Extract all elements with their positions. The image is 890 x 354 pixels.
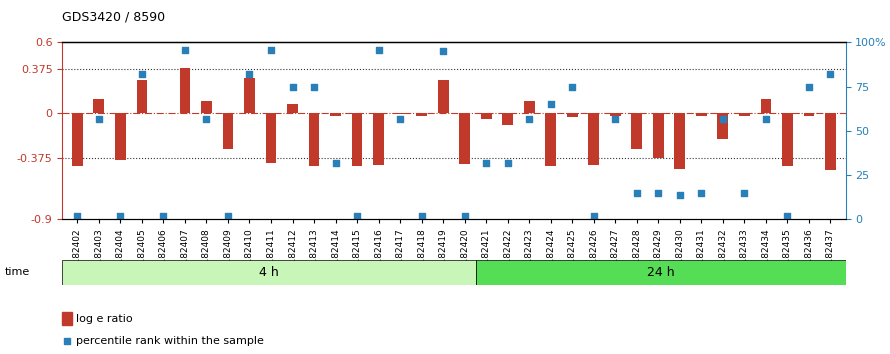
Point bbox=[242, 72, 256, 77]
Bar bbox=[72, 113, 83, 166]
Point bbox=[759, 116, 773, 121]
Bar bbox=[62, 260, 475, 285]
Text: log e ratio: log e ratio bbox=[77, 314, 133, 324]
Text: percentile rank within the sample: percentile rank within the sample bbox=[77, 336, 264, 346]
Point bbox=[651, 190, 666, 196]
Point bbox=[70, 213, 85, 219]
Point bbox=[221, 213, 235, 219]
Bar bbox=[546, 113, 556, 166]
Bar bbox=[739, 113, 749, 116]
Point bbox=[737, 190, 751, 196]
Point bbox=[134, 72, 149, 77]
Point bbox=[587, 213, 601, 219]
Bar bbox=[631, 113, 643, 149]
Bar bbox=[201, 102, 212, 113]
Text: time: time bbox=[4, 267, 29, 277]
Bar bbox=[459, 113, 470, 164]
Bar bbox=[804, 113, 814, 116]
Point bbox=[716, 116, 730, 121]
Point bbox=[544, 102, 558, 107]
Point bbox=[457, 213, 472, 219]
Bar bbox=[265, 113, 277, 163]
Bar bbox=[782, 113, 793, 166]
Point bbox=[393, 116, 408, 121]
Point bbox=[286, 84, 300, 90]
Point bbox=[199, 116, 214, 121]
Bar bbox=[222, 113, 233, 149]
Point bbox=[436, 48, 450, 54]
Bar bbox=[417, 113, 427, 116]
Bar bbox=[481, 113, 491, 119]
Point bbox=[307, 84, 321, 90]
Bar bbox=[653, 113, 664, 158]
Bar bbox=[180, 68, 190, 113]
Bar bbox=[502, 113, 513, 125]
Bar bbox=[373, 113, 384, 165]
Bar bbox=[761, 99, 772, 113]
Text: GDS3420 / 8590: GDS3420 / 8590 bbox=[62, 11, 166, 24]
Bar bbox=[309, 113, 320, 166]
Bar bbox=[567, 113, 578, 117]
Bar bbox=[675, 113, 685, 169]
Point bbox=[608, 116, 622, 121]
Point bbox=[178, 47, 192, 52]
Point bbox=[565, 84, 579, 90]
Bar bbox=[352, 113, 362, 166]
Bar bbox=[717, 113, 728, 139]
Point bbox=[823, 72, 837, 77]
Bar bbox=[330, 113, 341, 116]
Text: 4 h: 4 h bbox=[259, 266, 279, 279]
Bar bbox=[93, 99, 104, 113]
Bar bbox=[524, 102, 535, 113]
Bar bbox=[62, 312, 72, 325]
Point bbox=[802, 84, 816, 90]
Point bbox=[350, 213, 364, 219]
Point bbox=[328, 160, 343, 166]
Point bbox=[92, 116, 106, 121]
Point bbox=[781, 213, 795, 219]
Point bbox=[415, 213, 429, 219]
Point bbox=[113, 213, 127, 219]
Bar bbox=[588, 113, 599, 165]
Point bbox=[522, 116, 537, 121]
Bar bbox=[610, 113, 620, 116]
Point bbox=[264, 47, 279, 52]
Point bbox=[673, 192, 687, 198]
Bar bbox=[395, 113, 406, 114]
Point bbox=[157, 213, 171, 219]
Point bbox=[490, 241, 504, 247]
Bar bbox=[438, 80, 449, 113]
Point bbox=[629, 190, 643, 196]
Bar bbox=[696, 113, 707, 116]
Text: 24 h: 24 h bbox=[647, 266, 675, 279]
Point bbox=[500, 160, 514, 166]
Bar bbox=[825, 113, 836, 170]
Point bbox=[371, 47, 385, 52]
Point bbox=[694, 190, 708, 196]
Bar bbox=[115, 113, 125, 160]
Bar bbox=[287, 104, 298, 113]
Point bbox=[479, 160, 493, 166]
Bar bbox=[475, 260, 846, 285]
Bar bbox=[136, 80, 147, 113]
Bar bbox=[244, 78, 255, 113]
